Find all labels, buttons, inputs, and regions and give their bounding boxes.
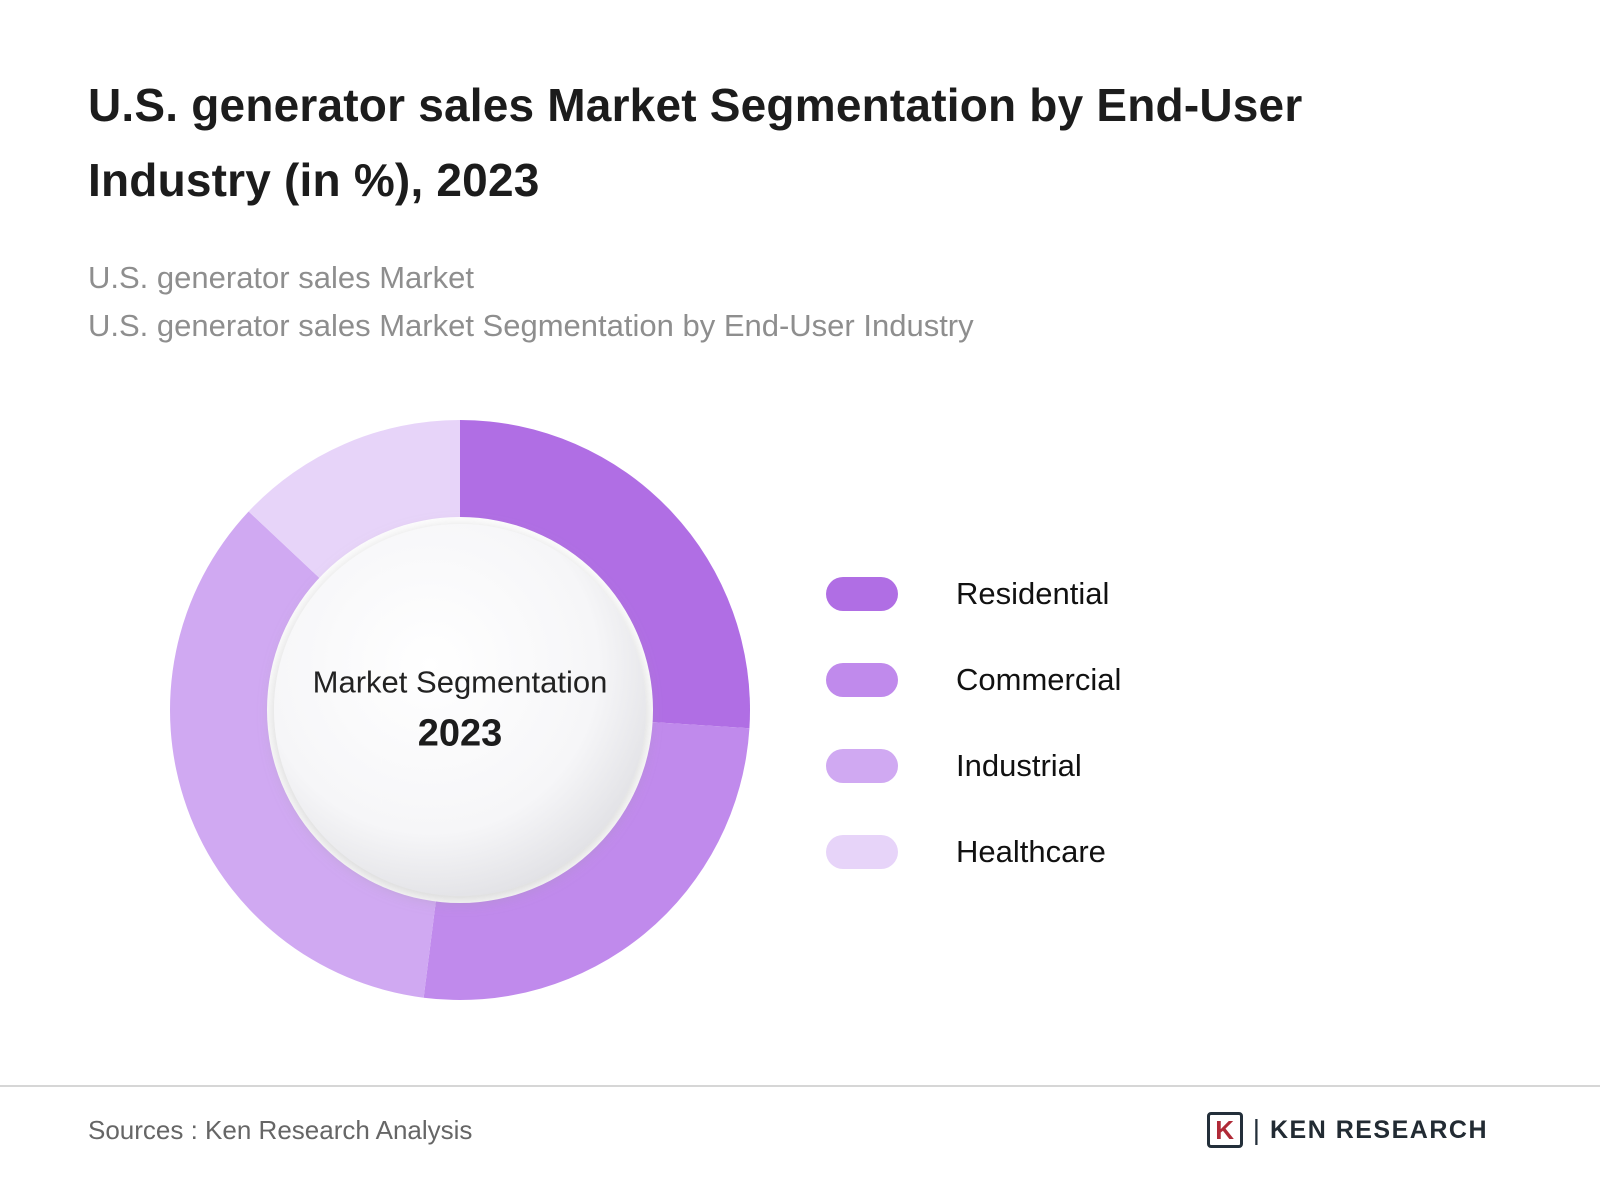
chart-legend: Residential Commercial Industrial Healthcar… — [826, 570, 1121, 914]
donut-chart: Market Segmentation 2023 — [160, 410, 760, 1010]
donut-svg — [170, 420, 751, 1000]
subtitle-line-2: U.S. generator sales Market Segmentation… — [88, 308, 974, 344]
ken-research-logo-icon: K — [1206, 1112, 1243, 1148]
legend-item-residential: Residential — [826, 570, 1121, 618]
chart-area: Market Segmentation 2023 Residential Comm… — [0, 405, 1600, 1015]
logo-separator: | — [1252, 1114, 1260, 1145]
subtitle-line-1: U.S. generator sales Market — [88, 260, 474, 295]
legend-label-industrial: Industrial — [956, 748, 1082, 783]
legend-label-residential: Residential — [956, 576, 1110, 611]
donut-center-circle — [274, 524, 646, 896]
legend-item-industrial: Industrial — [826, 742, 1121, 790]
legend-swatch-industrial — [826, 749, 898, 783]
legend-item-commercial: Commercial — [826, 656, 1121, 704]
page-title: U.S. generator sales Market Segmentation… — [88, 79, 1303, 206]
sources-text: Sources : Ken Research Analysis — [88, 1114, 473, 1145]
legend-swatch-healthcare — [826, 835, 898, 869]
legend-label-commercial: Commercial — [956, 662, 1122, 697]
subtitles: U.S. generator sales Market U.S. generat… — [88, 254, 974, 350]
legend-swatch-residential — [826, 577, 898, 611]
footer-divider — [0, 1085, 1600, 1087]
ken-research-logo-text: KEN RESEARCH — [1269, 1115, 1488, 1144]
ken-research-logo: K | KEN RESEARCH — [1206, 1112, 1488, 1148]
legend-item-healthcare: Healthcare — [826, 828, 1121, 876]
footer: Sources : Ken Research Analysis K | KEN … — [0, 1095, 1600, 1165]
legend-label-healthcare: Healthcare — [956, 834, 1106, 869]
legend-swatch-commercial — [826, 663, 898, 697]
